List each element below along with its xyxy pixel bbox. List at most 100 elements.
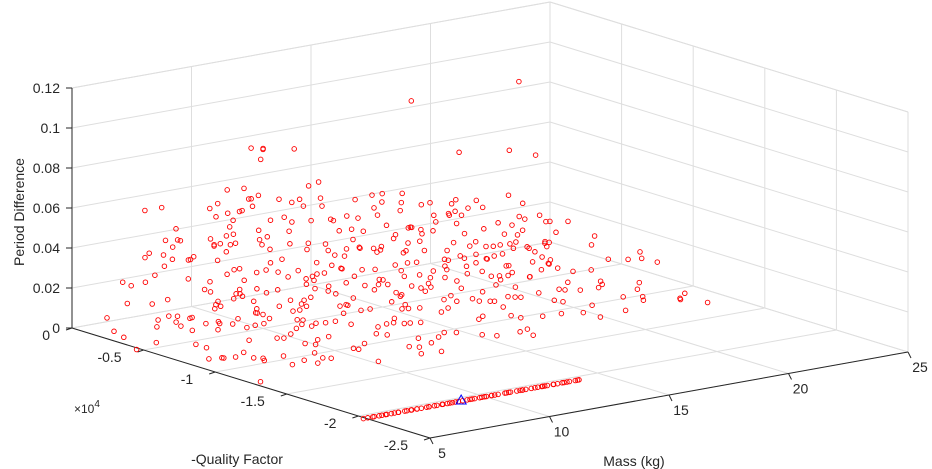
data-point (453, 196, 459, 203)
data-point (505, 192, 512, 198)
y-tick-label: -2 (324, 415, 337, 431)
data-point (245, 196, 252, 202)
data-point (469, 295, 476, 302)
x-tick-label: 15 (673, 402, 689, 418)
data-point (219, 355, 225, 361)
data-point (517, 387, 523, 394)
data-point (337, 303, 343, 309)
data-point (513, 239, 519, 245)
data-point (244, 324, 250, 331)
data-point (321, 270, 328, 276)
data-point (119, 279, 126, 285)
data-point (207, 236, 214, 242)
data-point (505, 272, 511, 279)
data-point (236, 265, 243, 272)
data-point (445, 305, 451, 311)
data-point (313, 320, 319, 326)
data-point (417, 238, 423, 244)
z-tick-label: 0.04 (33, 240, 60, 256)
data-point (431, 403, 438, 409)
data-point (357, 245, 363, 251)
data-point (314, 336, 321, 343)
data-point (516, 78, 522, 85)
data-point (298, 301, 305, 307)
data-point (499, 251, 506, 257)
data-point (341, 253, 348, 259)
data-point (413, 259, 420, 265)
data-point (274, 287, 281, 293)
data-point (146, 250, 152, 256)
data-point (597, 314, 604, 320)
data-point (215, 318, 222, 325)
data-point (416, 272, 423, 278)
data-point (418, 405, 425, 411)
data-point (329, 262, 335, 269)
data-point (572, 377, 579, 384)
y-tick (209, 371, 216, 375)
data-point (622, 307, 629, 314)
data-point (551, 297, 558, 304)
data-point (438, 348, 445, 355)
data-point (390, 319, 397, 326)
data-point (566, 378, 573, 385)
data-point (588, 267, 594, 273)
data-point (516, 213, 522, 220)
data-point (423, 404, 430, 410)
data-point (529, 259, 536, 265)
data-marks (104, 78, 711, 422)
data-point (465, 205, 471, 211)
data-point (263, 290, 270, 296)
data-point (431, 212, 437, 219)
data-point (304, 246, 310, 253)
data-point (541, 383, 548, 389)
data-point (320, 355, 326, 361)
data-point (561, 379, 567, 386)
data-point (454, 278, 460, 284)
data-point (224, 187, 230, 193)
data-point (406, 343, 412, 350)
data-point (416, 344, 423, 350)
data-point (550, 381, 557, 388)
data-point (454, 298, 460, 305)
highlight-point (455, 393, 468, 405)
data-point (255, 192, 262, 199)
data-point (444, 247, 450, 254)
data-point (372, 266, 378, 273)
data-point (508, 312, 514, 319)
data-point (438, 309, 445, 315)
data-point (237, 291, 243, 297)
data-point (174, 237, 181, 243)
data-point (223, 249, 230, 255)
grid-line (71, 81, 551, 169)
x-tick (429, 437, 434, 445)
data-point (538, 266, 545, 273)
data-point (169, 244, 176, 250)
data-point (281, 335, 287, 341)
data-point (142, 207, 148, 214)
data-point (417, 319, 424, 326)
y-axis-multiplier: ×104 (74, 399, 100, 416)
data-point (479, 331, 485, 338)
data-point (211, 241, 217, 248)
data-point (397, 293, 404, 300)
grid-line (71, 161, 551, 249)
data-point (399, 190, 405, 197)
data-point (241, 185, 247, 192)
grid-line (286, 307, 765, 395)
data-point (497, 242, 503, 248)
data-point (481, 226, 487, 232)
data-point (464, 397, 470, 403)
y-tick-label: 0 (42, 327, 50, 343)
data-point (605, 256, 612, 262)
data-point (297, 307, 303, 313)
data-point (562, 287, 568, 293)
data-point (433, 219, 439, 225)
data-point (259, 241, 265, 248)
data-point (479, 204, 486, 211)
data-point (246, 337, 252, 343)
data-point (391, 315, 398, 322)
data-point (383, 222, 390, 229)
data-point (365, 415, 371, 421)
grid-lines (71, 1, 909, 439)
